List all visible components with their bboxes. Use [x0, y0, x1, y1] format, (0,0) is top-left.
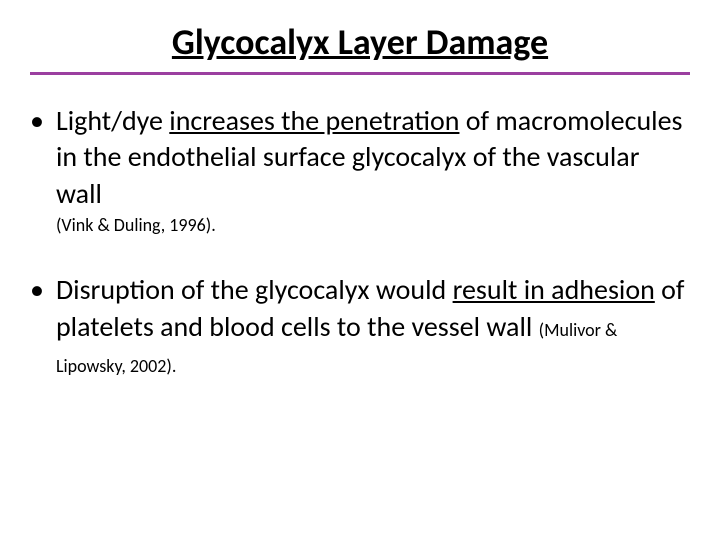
- bullet-item: • Disruption of the glycocalyx would res…: [30, 272, 690, 381]
- bullet-marker: •: [30, 103, 44, 236]
- title-area: Glycocalyx Layer Damage: [30, 20, 690, 64]
- bullet-content: Light/dye increases the penetration of m…: [56, 103, 690, 236]
- slide-title: Glycocalyx Layer Damage: [172, 20, 548, 64]
- text-pre: Disruption of the glycocalyx would: [56, 272, 453, 307]
- citation: (Vink & Duling, 1996).: [56, 214, 690, 236]
- text-emphasis: increases the penetration: [169, 103, 459, 138]
- bullet-text: Light/dye increases the penetration of m…: [56, 103, 690, 212]
- bullet-text: Disruption of the glycocalyx would resul…: [56, 272, 690, 381]
- bullet-marker: •: [30, 272, 44, 381]
- text-pre: Light/dye: [56, 103, 169, 138]
- text-emphasis: result in adhesion: [453, 272, 655, 307]
- title-underline-rule: [30, 72, 690, 75]
- bullet-content: Disruption of the glycocalyx would resul…: [56, 272, 690, 381]
- bullet-item: • Light/dye increases the penetration of…: [30, 103, 690, 236]
